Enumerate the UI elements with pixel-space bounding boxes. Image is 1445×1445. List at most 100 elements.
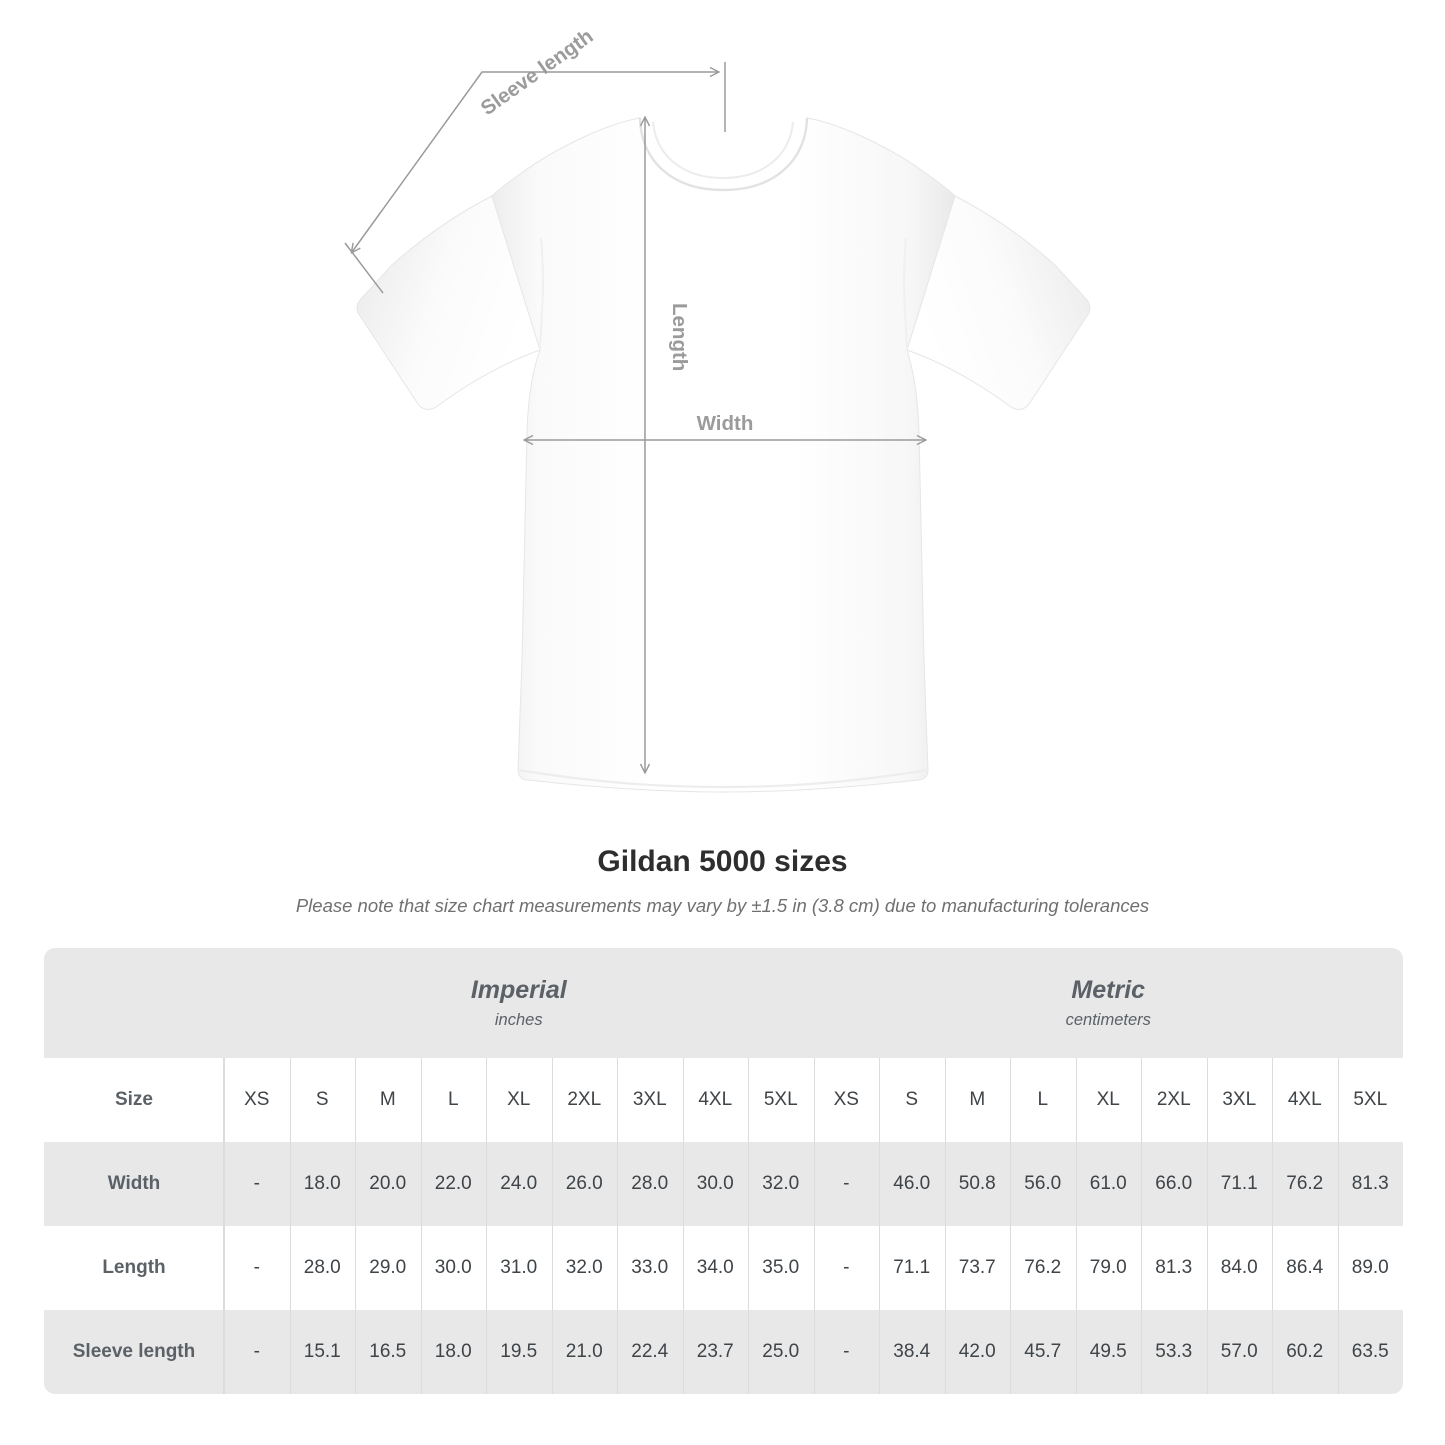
table-cell: 2XL [551,1058,618,1142]
table-cell: 28.0 [617,1142,683,1226]
sleeve-tick-cuff [344,242,384,294]
size-chart-table: Imperial inches Metric centimeters Size X… [44,948,1403,1394]
unit-name-metric: Metric [1071,976,1146,1005]
table-cell: 5XL [748,1058,814,1142]
table-cell: 28.0 [289,1226,356,1310]
title-block: Gildan 5000 sizes Please note that size … [0,845,1445,917]
table-cell: 81.3 [1337,1142,1404,1226]
right-sleeve [906,195,1091,410]
table-cell: - [813,1226,880,1310]
table-cell: 35.0 [748,1226,814,1310]
size-header-row: Size XS S M L XL 2XL 3XL 4XL 5XL XS S M L XL 2XL 3XL 4XL 5… [44,1058,1403,1142]
table-cell: 57.0 [1206,1310,1273,1394]
table-cell: 33.0 [617,1226,683,1310]
length-label: Length [668,303,691,371]
table-cell: XL [486,1058,552,1142]
table-cell: M [355,1058,421,1142]
table-cell: 60.2 [1272,1310,1338,1394]
unit-sub-metric: centimeters [1065,1010,1151,1029]
table-cell: 22.0 [420,1142,487,1226]
table-cell: 32.0 [748,1142,814,1226]
row-label-length: Length [44,1226,224,1310]
table-cell: 2XL [1141,1058,1207,1142]
table-cell: 53.3 [1141,1310,1207,1394]
table-row: Width -18.0 20.0 22.0 24.0 26.0 28.0 30.0 32.0-4… [44,1142,1403,1226]
table-cell: 3XL [1206,1058,1273,1142]
table-cell: 50.8 [944,1142,1011,1226]
tolerance-note: Please note that size chart measurements… [295,895,1150,916]
right-shoulder-fold [903,237,908,351]
table-cell: - [813,1142,880,1226]
table-cell: 4XL [1272,1058,1338,1142]
table-cell: L [1010,1058,1076,1142]
tshirt-illustration [356,117,1091,793]
table-cell: 71.1 [879,1226,945,1310]
table-row: Sleeve length -15.1 16.5 18.0 19.5 21.0 22.4 23… [44,1310,1403,1394]
table-cell: 18.0 [289,1142,356,1226]
table-cell: XL [1075,1058,1142,1142]
table-row: Length -28.0 29.0 30.0 31.0 32.0 33.0 34.0 35.0-… [44,1226,1403,1310]
table-cell: 46.0 [879,1142,945,1226]
table-cell: 31.0 [486,1226,552,1310]
table-cell: 79.0 [1075,1226,1142,1310]
table-cell: 22.4 [617,1310,683,1394]
table-cell: 49.5 [1075,1310,1142,1394]
table-cell: 24.0 [486,1142,552,1226]
table-cell: - [224,1310,290,1394]
unit-sub-imperial: inches [494,1010,543,1029]
shirt-body [491,117,956,793]
table-cell: 15.1 [289,1310,356,1394]
table-cell: 45.7 [1010,1310,1076,1394]
unit-header-row: Imperial inches Metric centimeters [44,948,1403,1058]
table-cell: 29.0 [355,1226,421,1310]
table-cell: S [879,1058,945,1142]
table-cell: 26.0 [551,1142,618,1226]
table-cell: 76.2 [1010,1226,1076,1310]
table-cell: 56.0 [1010,1142,1076,1226]
table-cell: 63.5 [1337,1310,1404,1394]
table-cell: 19.5 [486,1310,552,1394]
table-cell: 38.4 [879,1310,945,1394]
table-cell: 3XL [617,1058,683,1142]
unit-group-imperial: Imperial inches [224,948,814,1058]
table-cell: 21.0 [551,1310,618,1394]
page-title: Gildan 5000 sizes [597,845,848,878]
table-cell: 71.1 [1206,1142,1273,1226]
table-cell: 16.5 [355,1310,421,1394]
table-cell: - [224,1142,290,1226]
table-cell: 81.3 [1141,1226,1207,1310]
collar-inner [652,121,794,180]
table-cell: 61.0 [1075,1142,1142,1226]
table-cell: - [813,1310,880,1394]
table-body: Size XS S M L XL 2XL 3XL 4XL 5XL XS S M L XL 2XL 3XL 4XL 5… [44,1058,1403,1394]
table-cell: 30.0 [420,1226,487,1310]
measurement-annotations [344,62,925,772]
table-cell: 18.0 [420,1310,487,1394]
table-cell: - [224,1226,290,1310]
table-cell: L [420,1058,487,1142]
size-row-label: Size [44,1058,224,1142]
unit-name-imperial: Imperial [470,976,567,1005]
table-cell: 5XL [1337,1058,1404,1142]
table-cell: 76.2 [1272,1142,1338,1226]
table-cell: 4XL [682,1058,749,1142]
table-cell: XS [224,1058,290,1142]
sleeve-length-arrow [352,72,718,252]
table-cell: XS [813,1058,880,1142]
row-label-width: Width [44,1142,224,1226]
table-cell: 89.0 [1337,1226,1404,1310]
table-cell: 30.0 [682,1142,749,1226]
table-cell: 86.4 [1272,1226,1338,1310]
left-shoulder-fold [539,237,544,351]
unit-group-metric: Metric centimeters [814,948,1404,1058]
table-cell: 42.0 [944,1310,1011,1394]
width-label: Width [697,412,754,435]
table-cell: 73.7 [944,1226,1011,1310]
shirt-hem [517,768,929,789]
table-cell: S [289,1058,356,1142]
table-cell: 66.0 [1141,1142,1207,1226]
table-cell: 20.0 [355,1142,421,1226]
tshirt-measurement-diagram: Sleeve length Length Width [344,25,1091,793]
row-label-sleeve-length: Sleeve length [44,1310,224,1394]
